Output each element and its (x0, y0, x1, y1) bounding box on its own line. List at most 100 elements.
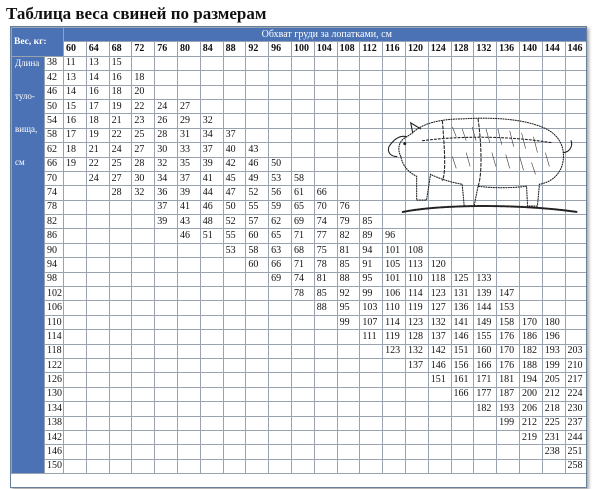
weight-cell (268, 415, 292, 431)
weight-cell (85, 228, 110, 244)
side-label-line: см (15, 156, 25, 167)
weight-cell (176, 343, 201, 359)
weight-cell: 52 (222, 214, 247, 230)
weight-cell (473, 55, 498, 72)
weight-cell (450, 127, 475, 144)
weight-cell (313, 113, 338, 129)
weight-cell (382, 386, 406, 403)
weight-cell (199, 329, 224, 345)
weight-cell: 77 (313, 228, 338, 244)
weight-cell: 20 (131, 84, 156, 100)
weight-cell (336, 401, 361, 417)
weight-cell: 22 (108, 127, 133, 144)
weight-cell: 27 (176, 98, 201, 115)
weight-cell (473, 127, 498, 144)
weight-cell (382, 199, 406, 216)
weight-cell (85, 386, 110, 403)
table-row: 130 166 177 187 200 212 224 (12, 386, 586, 403)
weight-cell (473, 242, 498, 259)
weight-cell: 37 (199, 142, 224, 158)
weight-cell: 166 (473, 357, 498, 374)
weight-cell: 82 (336, 228, 361, 244)
weight-cell (427, 444, 452, 460)
weight-cell (450, 199, 475, 216)
weight-cell (450, 98, 475, 115)
weight-cell (336, 429, 361, 446)
weight-cell (245, 357, 270, 374)
length-value: 58 (44, 127, 64, 144)
weight-cell (450, 444, 475, 460)
weight-cell (108, 372, 133, 388)
weight-cell (473, 70, 498, 86)
weight-cell (450, 242, 475, 259)
weight-cell (131, 444, 156, 460)
weight-cell (313, 343, 338, 359)
length-value: 106 (44, 300, 64, 316)
weight-cell (131, 386, 156, 403)
weight-cell (222, 286, 247, 302)
length-value: 138 (44, 415, 64, 431)
weight-cell: 75 (313, 242, 338, 259)
weight-cell (473, 429, 498, 446)
weight-cell (564, 214, 586, 230)
weight-cell (199, 242, 224, 259)
weight-cell: 158 (496, 314, 520, 331)
weight-cell (154, 401, 178, 417)
weight-cell (290, 84, 315, 100)
weight-cell (541, 156, 566, 172)
weight-cell (154, 271, 178, 288)
weight-cell: 144 (473, 300, 498, 316)
weight-cell: 49 (245, 170, 270, 187)
weight-cell (404, 444, 429, 460)
weight-cell: 24 (108, 142, 133, 158)
weight-cell (313, 55, 338, 72)
weight-cell: 28 (108, 185, 133, 201)
weight-cell: 131 (450, 286, 475, 302)
weight-cell (518, 70, 543, 86)
weight-cell: 155 (473, 329, 498, 345)
weight-cell (108, 199, 133, 216)
weight-cell: 48 (199, 214, 224, 230)
weight-cell (564, 113, 586, 129)
weight-cell (290, 300, 315, 316)
table-row: 146 238 251 (12, 444, 586, 460)
weight-cell: 95 (336, 300, 361, 316)
weight-cell: 114 (382, 314, 406, 331)
weight-cell (564, 271, 586, 288)
weight-cell: 18 (63, 142, 87, 158)
weight-cell (518, 142, 543, 158)
weight-cell (496, 70, 520, 86)
weight-cell (382, 170, 406, 187)
weight-cell (313, 170, 338, 187)
weight-cell (359, 98, 384, 115)
weight-cell (154, 55, 178, 72)
length-value: 78 (44, 199, 64, 216)
length-value: 134 (44, 401, 64, 417)
weight-cell (63, 444, 87, 460)
weight-cell (154, 415, 178, 431)
side-label-line: Длина (15, 57, 40, 68)
weight-cell (541, 214, 566, 230)
girth-column-header: 136 (496, 41, 520, 57)
weight-cell: 19 (63, 156, 87, 172)
weight-cell (404, 228, 429, 244)
weight-cell (313, 444, 338, 460)
weight-cell: 24 (154, 98, 178, 115)
weight-cell (245, 343, 270, 359)
weight-cell (564, 242, 586, 259)
weight-cell: 41 (199, 170, 224, 187)
girth-column-header: 100 (290, 41, 315, 57)
weight-cell: 17 (85, 98, 110, 115)
weight-cell (404, 55, 429, 72)
weight-cell: 137 (427, 329, 452, 345)
length-value: 114 (44, 329, 64, 345)
length-value: 46 (44, 84, 64, 100)
weight-cell (268, 386, 292, 403)
weight-cell: 111 (359, 329, 384, 345)
weight-cell: 166 (450, 386, 475, 403)
weight-cell (222, 444, 247, 460)
weight-cell (518, 55, 543, 72)
weight-cell (518, 444, 543, 460)
weight-cell (176, 314, 201, 331)
weight-cell (63, 214, 87, 230)
